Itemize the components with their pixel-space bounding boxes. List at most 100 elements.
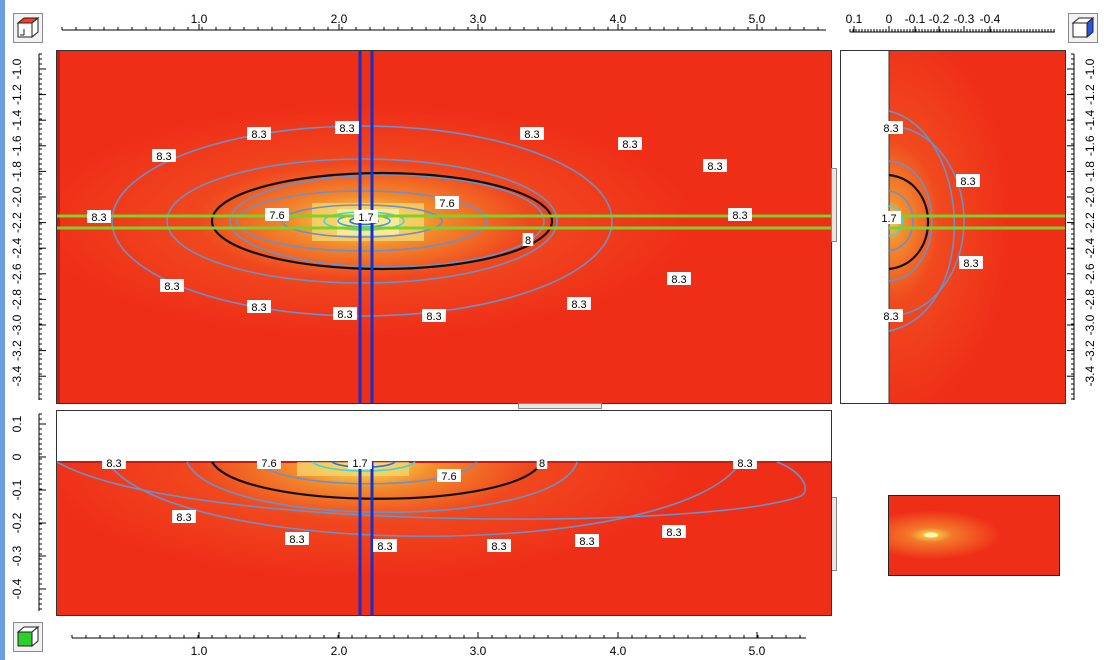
contour-label-bg — [87, 210, 111, 223]
contour-label: 7.6 — [261, 458, 276, 470]
left-ruler-main-label: -1.8 — [10, 161, 24, 182]
contour-label-bg — [956, 174, 980, 187]
contour-label: 8.3 — [491, 541, 506, 553]
side-top-ruler-label: -0.3 — [954, 12, 975, 26]
top-ruler-ticks — [61, 24, 826, 31]
bottom-ruler-label: 2.0 — [331, 644, 348, 658]
cube-red-face-icon — [16, 16, 40, 39]
contour-label: 8.3 — [732, 210, 747, 222]
splitter-handle-horizontal[interactable] — [518, 403, 602, 409]
right-ruler-side-label: -2.8 — [1083, 289, 1097, 310]
contour-label-bg — [160, 279, 184, 292]
left-ruler-main-label: -1.4 — [10, 110, 24, 131]
contour-7-6 — [888, 190, 914, 252]
contour-label: 1.7 — [358, 212, 373, 224]
left-ruler-main-label: -2.8 — [10, 289, 24, 310]
left-ruler-main-label: -1.0 — [10, 58, 24, 79]
contour-8-2 — [186, 461, 578, 514]
contour-label: 8.3 — [666, 527, 681, 539]
contour-8 — [888, 173, 930, 271]
right-ruler-side-label: -1.6 — [1083, 135, 1097, 156]
contour-8 — [210, 171, 554, 271]
contour-label-bg — [522, 233, 534, 246]
top-ruler-label: 4.0 — [610, 12, 627, 26]
contour-label-bg — [487, 539, 511, 552]
contour-label-bg — [348, 456, 372, 469]
contour-label-bg — [354, 210, 378, 223]
top-ruler-label: 5.0 — [749, 12, 766, 26]
contour-label-bg — [333, 307, 357, 320]
side-top-ruler-label: -0.4 — [980, 12, 1001, 26]
contour-label-bg — [879, 121, 903, 134]
left-ruler-bottom-label: 0.1 — [10, 415, 24, 432]
contour-label: 8.3 — [91, 212, 106, 224]
left-ruler-bottom-label: -0.2 — [10, 512, 24, 533]
contour-label-bg — [879, 309, 903, 322]
contour-label-bg — [520, 127, 544, 140]
contour-label-bg — [536, 456, 548, 469]
bottom-ruler: 1.0 2.0 3.0 4.0 5.0 — [71, 632, 806, 658]
right-ruler-side-label: -2.2 — [1083, 212, 1097, 233]
contour-label: 7.6 — [441, 471, 456, 483]
contour-label: 7.6 — [439, 198, 454, 210]
bottom-ruler-label: 1.0 — [191, 644, 208, 658]
left-ruler-main-label: -2.6 — [10, 263, 24, 284]
right-ruler-side-label: -3.2 — [1083, 340, 1097, 361]
right-ruler-side-label: -1.2 — [1083, 84, 1097, 105]
left-ruler-main-ticks — [38, 53, 46, 400]
contour-label: 8.3 — [426, 311, 441, 323]
contour-label: 8.3 — [671, 274, 686, 286]
contour-label: 8.3 — [339, 123, 354, 135]
top-ruler: 1.0 2.0 3.0 4.0 5.0 — [61, 12, 826, 31]
side-top-ruler-label: 0.1 — [846, 12, 863, 26]
side-top-ruler: 0.1 0 -0.1 -0.2 -0.3 -0.4 — [846, 12, 1055, 33]
right-ruler-side-ticks — [1067, 53, 1075, 400]
contour-label-bg — [437, 469, 461, 482]
contour-label: 8.3 — [289, 534, 304, 546]
contour-label: 8.3 — [622, 139, 637, 151]
contour-label-bg — [285, 532, 309, 545]
bottom-ruler-label: 4.0 — [610, 644, 627, 658]
contour-label: 8.3 — [524, 129, 539, 141]
contour-label: 8 — [525, 235, 531, 247]
view-cube-button-top-left[interactable] — [13, 13, 43, 43]
contour-inner — [888, 205, 904, 237]
left-ruler-main-label: -3.2 — [10, 340, 24, 361]
air-region — [841, 51, 889, 403]
splitter-handle-vertical-top[interactable] — [831, 168, 837, 242]
left-ruler-main-label: -2.0 — [10, 186, 24, 207]
main-plan-view[interactable]: 8.3 8.3 8.3 8.3 8.3 8.3 7.6 1.7 7.6 8 8.3 8.3 8.3 8.3… — [56, 50, 832, 404]
contour-label-bg — [257, 456, 281, 469]
view-cube-button-bottom-left[interactable] — [13, 622, 43, 652]
left-ruler-bottom-label: -0.4 — [10, 578, 24, 599]
right-ruler-side-label: -3.0 — [1083, 314, 1097, 335]
view-cube-button-top-right[interactable] — [1068, 13, 1098, 43]
air-region — [57, 411, 831, 461]
top-ruler-label: 1.0 — [191, 12, 208, 26]
contour-label: 8.3 — [707, 161, 722, 173]
contour-label: 8.3 — [963, 258, 978, 270]
contour-8-3 — [888, 110, 956, 332]
contour-label: 8 — [539, 458, 545, 470]
left-ruler-bottom-label: 0 — [10, 453, 24, 460]
contour-label-bg — [247, 300, 271, 313]
overview-thumbnail[interactable] — [888, 495, 1060, 576]
contour-label-bg — [618, 137, 642, 150]
contour-label-bg — [575, 534, 599, 547]
contour-8-3 — [106, 461, 742, 538]
contour-label: 8.3 — [579, 536, 594, 548]
contour-8-2 — [166, 158, 558, 284]
contour-label: 8.3 — [337, 309, 352, 321]
contour-label-bg — [172, 510, 196, 523]
contour-outer — [57, 461, 807, 520]
side-section-view[interactable]: 8.3 8.3 1.7 8.3 8.3 — [840, 50, 1066, 404]
side-top-ruler-label: 0 — [886, 12, 893, 26]
contour-7-8 — [236, 190, 488, 252]
right-ruler-side: -1.0 -1.2 -1.4 -1.6 -1.8 -2.0 -2.2 -2.4 -2.6 -2.8… — [1067, 53, 1097, 400]
bottom-section-view[interactable]: 8.3 7.6 1.7 8 8.3 7.6 8.3 8.3 8.3 8.3 8.3 8.3 — [56, 410, 832, 616]
right-ruler-side-label: -1.8 — [1083, 161, 1097, 182]
contour-label-bg — [422, 309, 446, 322]
window-edge-strip — [0, 0, 5, 660]
top-ruler-label: 3.0 — [470, 12, 487, 26]
bottom-ruler-ticks — [71, 632, 806, 639]
